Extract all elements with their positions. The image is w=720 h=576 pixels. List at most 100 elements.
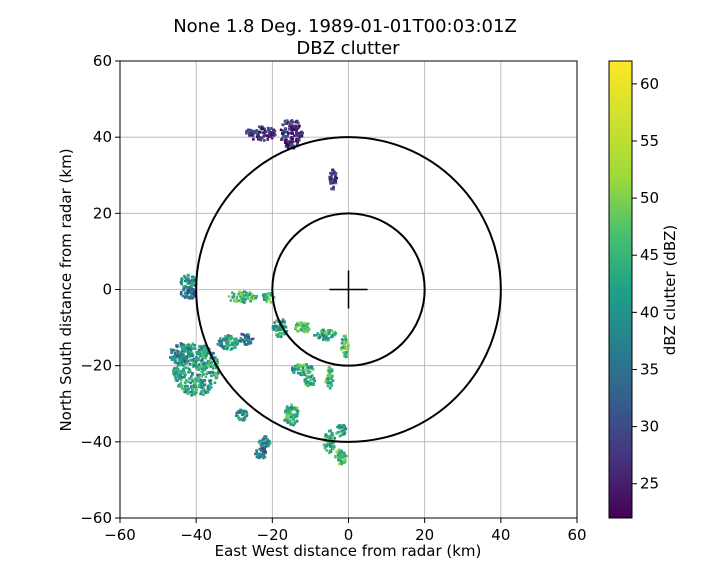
chart-title: None 1.8 Deg. 1989-01-01T00:03:01Z [173,16,517,37]
clutter-pixel [183,292,187,295]
clutter-pixel [191,291,195,295]
clutter-pixel [285,412,289,415]
clutter-pixel [327,365,331,369]
clutter-pixel [240,300,244,304]
clutter-pixel [213,371,216,375]
clutter-pixel [337,455,340,458]
clutter-pixel [235,338,238,342]
clutter-pixel [232,292,236,296]
clutter-region [216,334,240,351]
clutter-pixel [283,320,287,324]
clutter-pixel [305,325,309,329]
clutter-pixel [236,342,240,345]
clutter-pixel [280,323,284,326]
clutter-pixel [173,354,176,358]
clutter-pixel [325,449,329,452]
clutter-pixel [258,447,262,451]
clutter-pixel [197,356,200,360]
clutter-pixel [329,368,333,372]
clutter-pixel [293,368,296,371]
clutter-pixel [311,374,314,377]
clutter-pixel [326,329,330,333]
clutter-pixel [262,456,265,460]
clutter-pixel [330,377,333,381]
clutter-pixel [190,282,194,285]
clutter-pixel [201,389,204,393]
clutter-pixel [333,176,337,180]
clutter-region [340,334,350,359]
clutter-pixel [346,342,350,346]
clutter-pixel [306,322,310,326]
clutter-pixel [296,134,299,138]
clutter-pixel [269,300,273,304]
clutter-pixel [249,299,252,303]
clutter-pixel [180,384,184,387]
clutter-pixel [328,180,332,183]
clutter-pixel [175,345,179,348]
clutter-pixel [239,292,243,296]
clutter-pixel [262,139,266,142]
clutter-pixel [285,408,289,412]
clutter-pixel [344,335,347,339]
clutter-pixel [249,297,252,300]
clutter-pixel [211,367,215,370]
clutter-pixel [191,283,195,287]
clutter-pixel [330,369,334,373]
clutter-pixel [297,365,301,368]
clutter-pixel [343,354,346,358]
clutter-pixel [340,341,344,345]
range-ring [195,136,502,443]
clutter-pixel [335,176,338,180]
clutter-pixel [325,333,328,336]
clutter-pixel [183,381,187,384]
clutter-pixel [206,390,210,394]
clutter-pixel [330,172,334,175]
clutter-pixel [296,138,300,142]
clutter-pixel [322,337,325,341]
clutter-pixel [303,369,306,373]
clutter-pixel [265,439,269,443]
clutter-pixel [295,139,298,143]
clutter-pixel [326,441,330,444]
clutter-pixel [205,362,208,365]
clutter-pixel [179,292,183,296]
clutter-pixel [259,442,263,446]
clutter-pixel [201,349,204,352]
clutter-pixel [295,413,298,417]
clutter-pixel [274,329,278,333]
clutter-pixel [232,295,235,299]
clutter-pixel [300,134,304,138]
clutter-pixel [222,347,226,351]
clutter-pixel [264,130,268,134]
clutter-pixel [296,323,300,326]
clutter-pixel [285,405,289,408]
clutter-pixel [211,370,214,374]
clutter-pixel [284,141,287,145]
clutter-pixel [345,347,348,351]
clutter-pixel [339,460,343,463]
colorbar-tick-label: 25 [640,475,659,493]
clutter-pixel [246,341,250,345]
clutter-pixel [188,279,191,283]
clutter-pixel [306,330,309,333]
clutter-pixel [208,379,211,383]
clutter-pixel [252,297,256,301]
clutter-pixel [265,134,269,138]
clutter-pixel [180,387,184,391]
clutter-pixel [174,359,177,363]
clutter-pixel [193,382,197,385]
clutter-pixel [268,130,271,134]
clutter-pixel [173,367,176,370]
clutter-pixel [236,414,240,418]
clutter-pixel [196,379,200,382]
clutter-pixel [180,278,183,282]
clutter-pixel [300,321,303,325]
clutter-pixel [326,436,329,439]
clutter-pixel [287,131,290,135]
clutter-pixel [281,318,285,321]
clutter-pixel [313,334,316,337]
clutter-pixel [267,439,271,443]
clutter-pixel [189,350,193,354]
clutter-pixel [307,366,310,369]
clutter-pixel [250,292,253,296]
